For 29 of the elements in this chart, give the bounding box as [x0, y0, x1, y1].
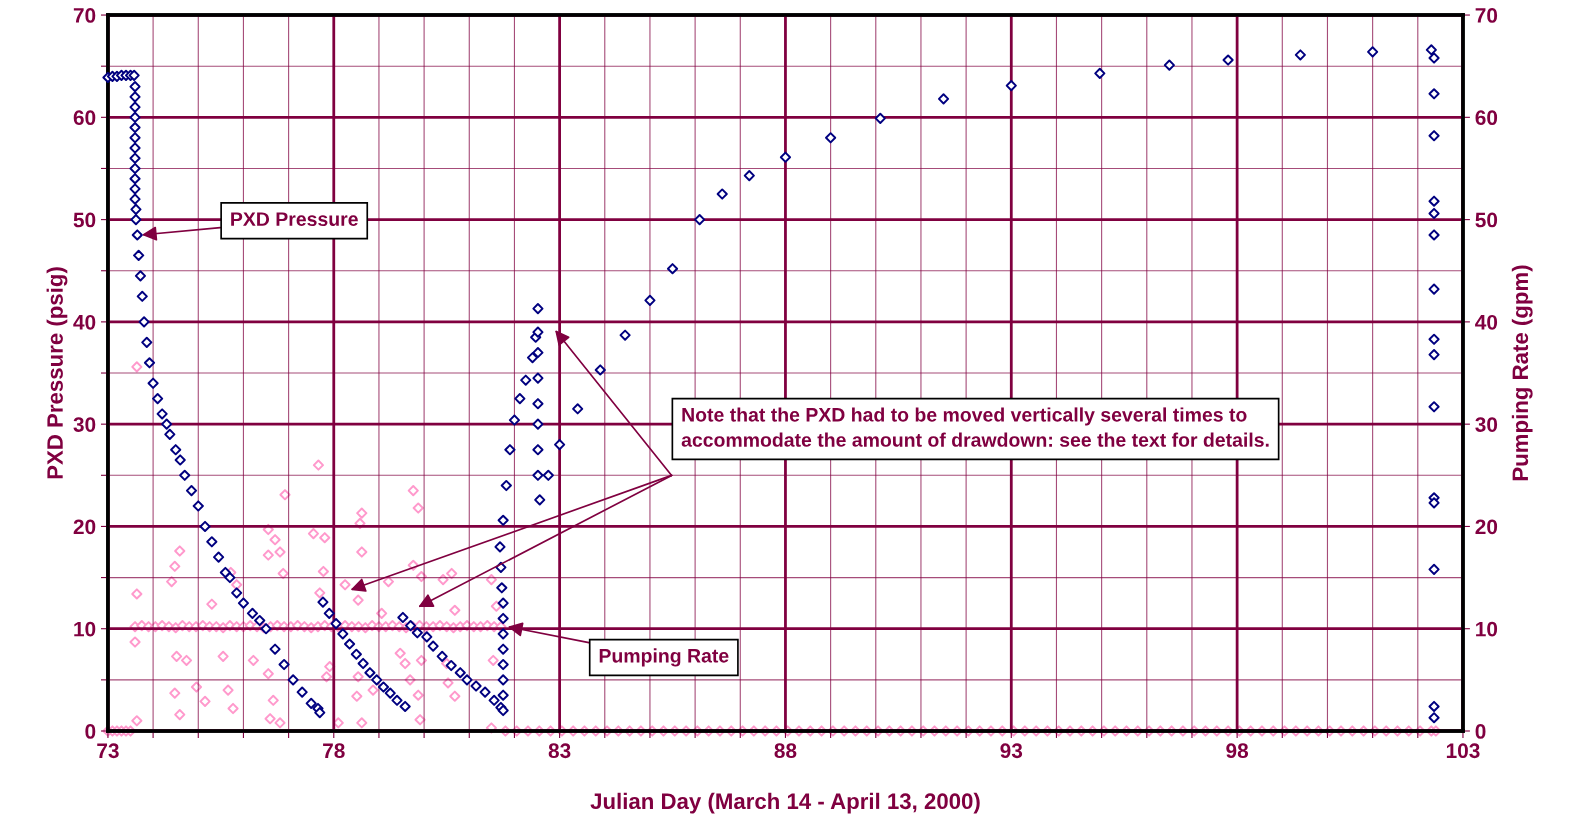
y2-tick-label: 60 — [1475, 110, 1498, 126]
y-tick-label: 10 — [74, 621, 96, 637]
x-tick-label: 103 — [1446, 743, 1480, 759]
x-axis-title: Julian Day (March 14 - April 13, 2000) — [590, 792, 980, 814]
x-tick-label: 98 — [1226, 743, 1249, 759]
annotation: Note that the PXD had to be moved vertically several times to accommodate the amount of drawdown: see the text for details. — [681, 407, 1269, 447]
y-tick-label: 0 — [85, 724, 96, 739]
y-tick-label: 50 — [73, 212, 96, 228]
y2-tick-label: 30 — [1475, 417, 1498, 432]
y2-axis-title: Pumping Rate (gpm) — [1511, 265, 1533, 481]
y-tick-label: 70 — [73, 8, 96, 23]
y-tick-label: 60 — [73, 110, 96, 126]
annotation: PXD Pressure — [231, 212, 358, 226]
y2-tick-label: 50 — [1475, 212, 1498, 228]
y2-tick-label: 0 — [1475, 724, 1486, 739]
y-tick-label: 20 — [73, 519, 96, 535]
x-tick-label: 78 — [323, 743, 345, 759]
y-axis-title: PXD Pressure (psig) — [46, 267, 68, 479]
x-tick-label: 83 — [548, 743, 571, 759]
y2-tick-label: 70 — [1475, 8, 1498, 23]
annotation: Pumping Rate — [599, 648, 729, 667]
y-tick-label: 40 — [73, 314, 96, 330]
x-tick-label: 73 — [97, 743, 119, 759]
y2-tick-label: 40 — [1475, 314, 1498, 330]
y2-tick-label: 20 — [1475, 519, 1498, 535]
x-tick-label: 93 — [1000, 743, 1023, 759]
y-tick-label: 30 — [73, 417, 96, 432]
x-tick-label: 88 — [774, 743, 797, 759]
y2-tick-label: 10 — [1476, 621, 1498, 637]
